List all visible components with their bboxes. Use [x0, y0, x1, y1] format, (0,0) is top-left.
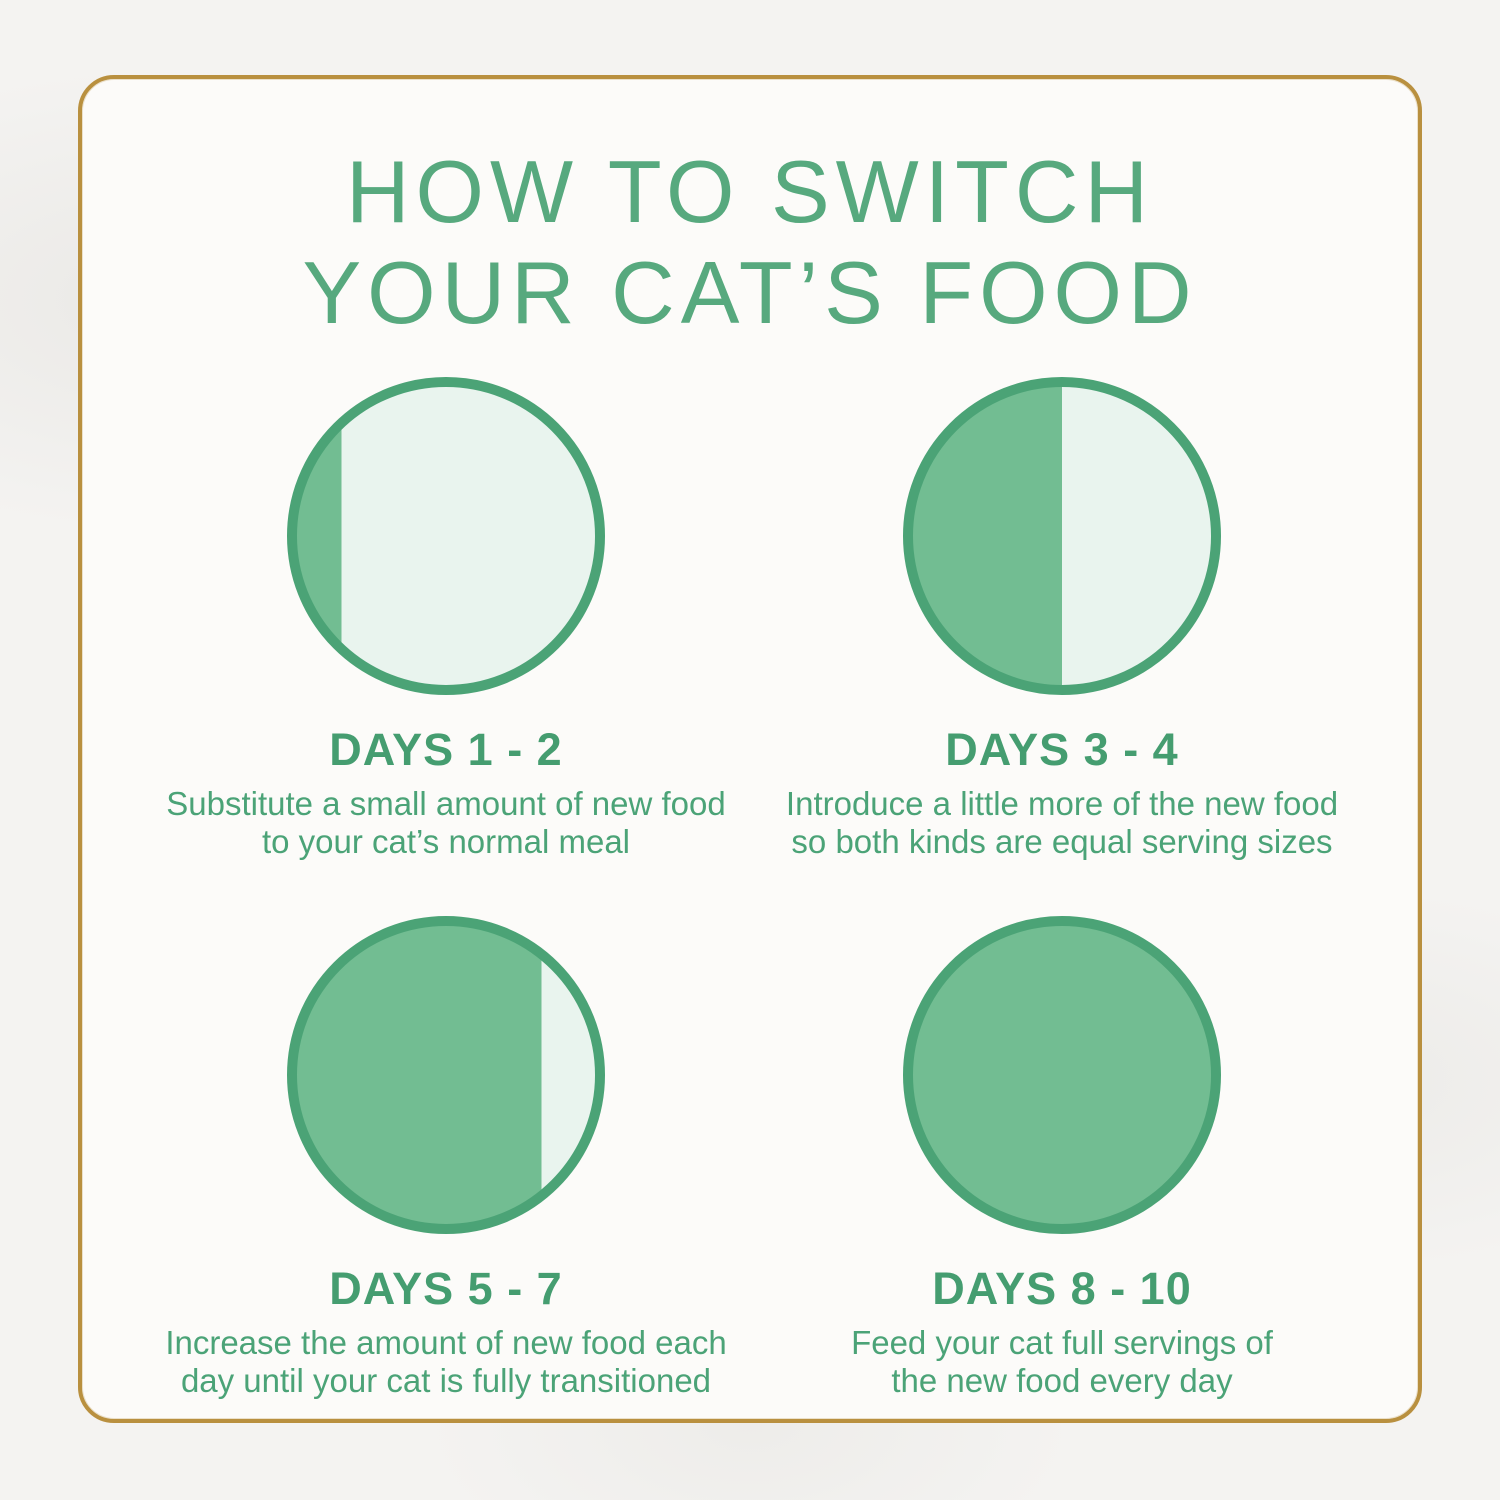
description-line-1: Feed your cat full servings of	[851, 1323, 1273, 1361]
description-line-1: Introduce a little more of the new food	[785, 784, 1339, 822]
step-days-1-2: DAYS 1 - 2 Substitute a small amount of …	[136, 377, 756, 861]
description-line-2: to your cat’s normal meal	[261, 822, 631, 860]
step-description: Feed your cat full servings of the new f…	[851, 1324, 1273, 1400]
step-description: Increase the amount of new food each day…	[165, 1324, 726, 1400]
description-line-2: so both kinds are equal serving sizes	[791, 822, 1333, 860]
step-days-3-4: DAYS 3 - 4 Introduce a little more of th…	[752, 377, 1372, 861]
gold-border-card: HOW TO SWITCH YOUR CAT’S FOOD DAYS 1 - 2…	[78, 75, 1422, 1423]
step-heading: DAYS 8 - 10	[932, 1263, 1192, 1314]
step-heading: DAYS 3 - 4	[945, 724, 1179, 775]
description-line-2: day until your cat is fully transitioned	[180, 1361, 712, 1399]
description-line-1: Increase the amount of new food each	[165, 1323, 727, 1361]
step-days-5-7: DAYS 5 - 7 Increase the amount of new fo…	[136, 916, 756, 1400]
food-mix-circle-days-5-7	[287, 916, 605, 1234]
page-title: HOW TO SWITCH YOUR CAT’S FOOD	[82, 141, 1418, 343]
step-days-8-10: DAYS 8 - 10 Feed your cat full servings …	[752, 916, 1372, 1400]
step-heading: DAYS 5 - 7	[329, 1263, 563, 1314]
food-mix-circle-days-8-10	[903, 916, 1221, 1234]
food-mix-circle-days-3-4	[903, 377, 1221, 695]
step-description: Substitute a small amount of new food to…	[166, 785, 726, 861]
step-heading: DAYS 1 - 2	[329, 724, 563, 775]
food-mix-circle-days-1-2	[287, 377, 605, 695]
title-line-1: HOW TO SWITCH	[345, 142, 1155, 241]
description-line-1: Substitute a small amount of new food	[166, 784, 726, 822]
description-line-2: the new food every day	[891, 1361, 1233, 1399]
title-line-2: YOUR CAT’S FOOD	[302, 243, 1198, 342]
step-description: Introduce a little more of the new food …	[786, 785, 1338, 861]
